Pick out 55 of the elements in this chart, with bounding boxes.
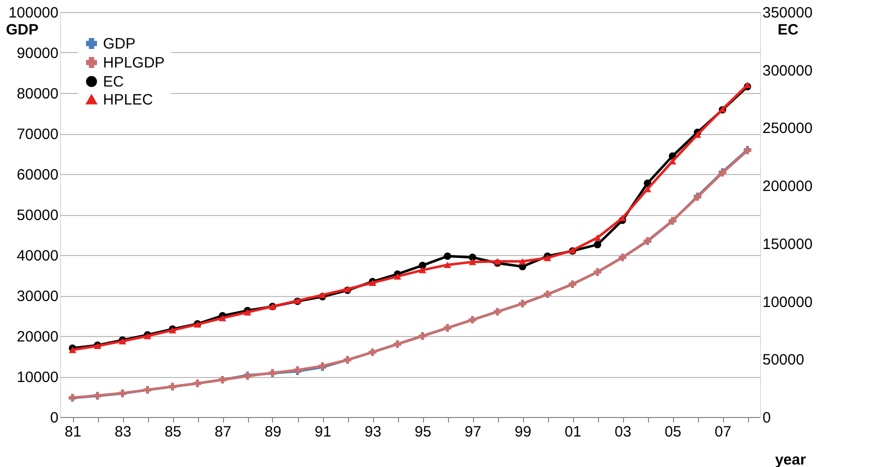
y-axis-title: GDP — [6, 22, 38, 38]
y-tick-label: 80000 — [16, 86, 58, 102]
y-tick-label: 70000 — [16, 126, 58, 143]
x-tick-label: 95 — [414, 424, 432, 440]
y2-tick-label: 350000 — [762, 4, 813, 22]
legend-label: HPLGDP — [103, 54, 165, 72]
y-tick-label: 20000 — [16, 328, 58, 346]
y-tick-label: 10000 — [16, 369, 58, 386]
point — [218, 314, 226, 322]
point — [594, 234, 602, 241]
y-tick-label: 30000 — [16, 288, 58, 305]
point — [668, 158, 676, 164]
y-tick-label: 90000 — [16, 45, 58, 62]
x-tick-label: 07 — [714, 424, 732, 440]
x-tick-label: 99 — [514, 424, 532, 440]
legend-label: HPLEC — [103, 92, 154, 108]
y2-tick-label: 100000 — [762, 294, 813, 311]
point — [594, 240, 602, 248]
x-tick-label: 93 — [364, 424, 382, 440]
point — [418, 266, 426, 274]
legend-label: EC — [103, 74, 124, 90]
x-tick-label: 83 — [114, 424, 132, 440]
x-tick-label: 91 — [314, 424, 332, 440]
point — [518, 258, 526, 265]
x-tick-label: 85 — [164, 424, 182, 440]
y-tick-label: 0 — [50, 410, 58, 426]
x-tick-label: 05 — [664, 424, 682, 440]
point — [394, 273, 402, 280]
y-tick-label: 40000 — [16, 248, 58, 264]
x-tick-label: 87 — [214, 424, 232, 440]
x-tick-label: 97 — [464, 424, 482, 440]
point — [444, 262, 452, 268]
y2-tick-label: 150000 — [762, 236, 813, 253]
y2-tick-label: 250000 — [762, 120, 813, 138]
point — [444, 252, 452, 260]
point — [544, 254, 552, 262]
point — [644, 186, 652, 192]
y2-tick-label: 0 — [762, 410, 771, 426]
point — [468, 258, 476, 266]
x-tick-label: 81 — [64, 424, 82, 440]
point — [468, 254, 476, 262]
legend-label: GDP — [103, 36, 136, 52]
y2-tick-label: 50000 — [762, 352, 804, 369]
y-tick-label: 100000 — [8, 4, 58, 22]
point — [418, 262, 426, 270]
x-tick-label: 03 — [614, 424, 632, 440]
x-tick-label: 01 — [564, 424, 582, 440]
y2-tick-label: 200000 — [762, 178, 813, 196]
y2-axis-title: EC — [778, 22, 799, 38]
y2-tick-label: 300000 — [762, 62, 813, 80]
x-tick-label: 89 — [264, 424, 282, 440]
point — [68, 346, 76, 354]
y-tick-label: 50000 — [16, 207, 58, 224]
point — [244, 309, 252, 316]
y-tick-label: 60000 — [16, 166, 58, 184]
